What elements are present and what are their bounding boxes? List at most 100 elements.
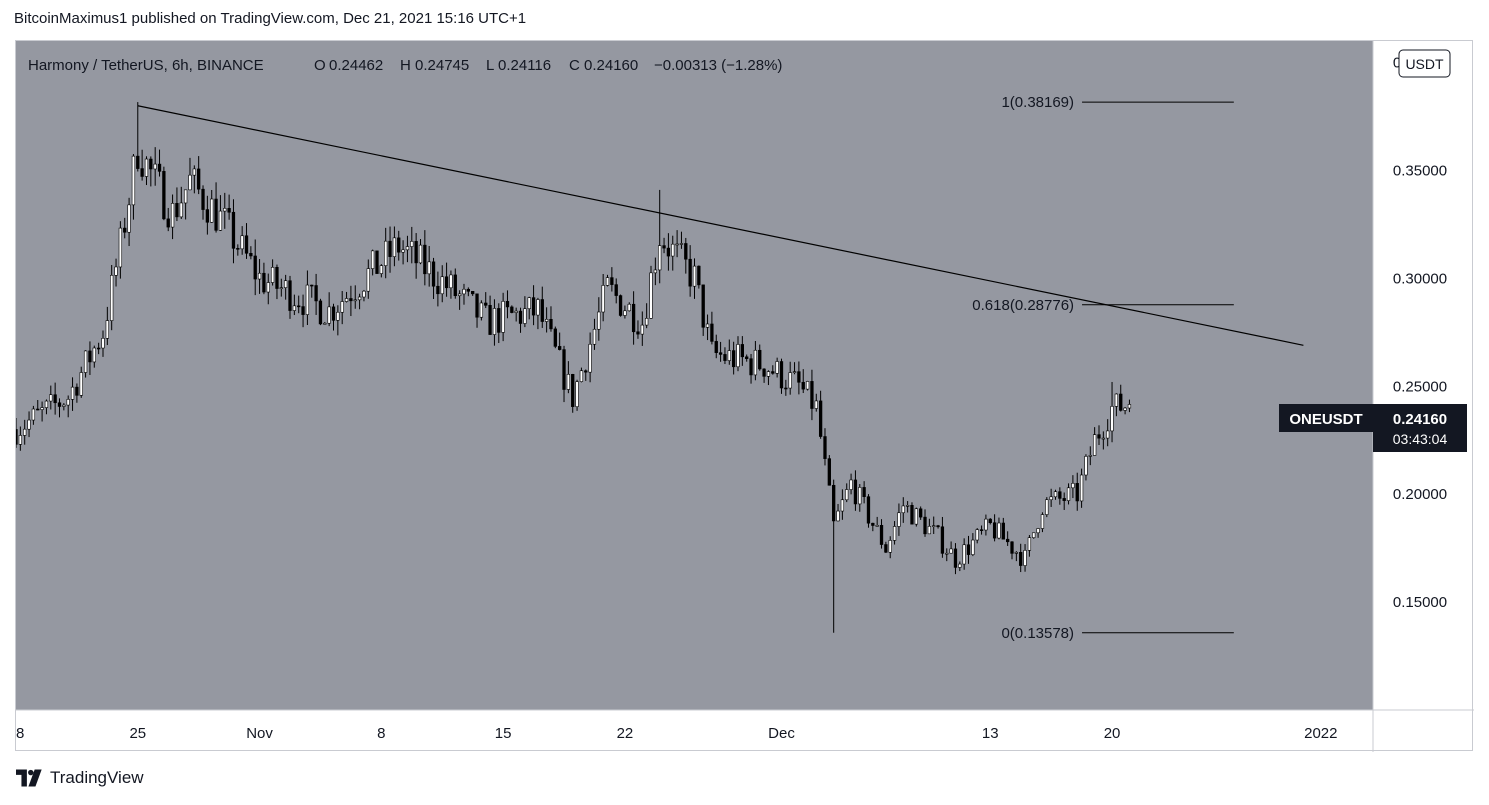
candle bbox=[897, 503, 901, 536]
candle bbox=[436, 271, 440, 307]
price-tick-label: 0.35000 bbox=[1393, 162, 1447, 179]
price-tick-label: 0.30000 bbox=[1393, 270, 1447, 287]
candle bbox=[618, 294, 623, 317]
candle bbox=[279, 278, 283, 297]
candle bbox=[392, 226, 397, 267]
candle bbox=[566, 361, 571, 394]
candle bbox=[1106, 419, 1110, 447]
candle bbox=[901, 497, 905, 523]
candle bbox=[357, 293, 362, 310]
candle bbox=[1097, 425, 1101, 446]
candle bbox=[675, 230, 679, 258]
candle bbox=[475, 293, 479, 328]
candle bbox=[105, 306, 109, 346]
candle bbox=[16, 418, 18, 448]
candle bbox=[92, 345, 96, 368]
currency-button[interactable]: USDT bbox=[1398, 49, 1451, 78]
candle bbox=[636, 320, 640, 339]
last-price-label[interactable]: ONEUSDT 0.24160 03:43:04 bbox=[1279, 404, 1467, 452]
publish-info: BitcoinMaximus1 published on TradingView… bbox=[14, 10, 527, 27]
legend-h-label: H bbox=[400, 57, 411, 74]
candle bbox=[344, 291, 349, 303]
bar-countdown: 03:43:04 bbox=[1393, 431, 1448, 447]
candle bbox=[805, 380, 810, 391]
candle bbox=[714, 334, 718, 359]
candle bbox=[1101, 431, 1105, 450]
candle bbox=[1027, 534, 1032, 557]
candle bbox=[214, 182, 218, 233]
price-axis[interactable]: 0.400000.350000.300000.250000.200000.150… bbox=[1393, 55, 1447, 612]
candle bbox=[362, 289, 366, 302]
candle bbox=[514, 307, 518, 322]
candle bbox=[527, 296, 531, 320]
price-label-bg bbox=[1373, 404, 1467, 452]
drawings-layer: 1(0.38169) 0.618(0.28776) 0(0.13578) bbox=[137, 94, 1304, 642]
candle bbox=[558, 332, 562, 351]
candle bbox=[992, 514, 997, 542]
price-chart[interactable]: 1(0.38169)0.618(0.28776)0(0.13578) 0.400… bbox=[16, 41, 1474, 752]
candle bbox=[845, 483, 849, 503]
candle bbox=[427, 245, 431, 287]
price-tick-label: 0.25000 bbox=[1393, 378, 1447, 395]
candle bbox=[671, 235, 675, 271]
candle bbox=[192, 165, 196, 194]
candle bbox=[23, 419, 27, 445]
candle bbox=[605, 274, 610, 287]
legend-c-value: 0.24160 bbox=[584, 57, 638, 74]
last-price-value: 0.24160 bbox=[1393, 411, 1447, 428]
candles-layer bbox=[16, 102, 1132, 633]
candle bbox=[27, 411, 31, 438]
candle bbox=[544, 307, 549, 333]
candle bbox=[518, 307, 523, 333]
candle bbox=[170, 194, 175, 240]
candle bbox=[314, 273, 318, 315]
candle bbox=[114, 258, 118, 287]
candle bbox=[101, 330, 105, 357]
candle bbox=[249, 246, 253, 260]
trendline[interactable] bbox=[137, 105, 1304, 346]
chart-frame[interactable]: 1(0.38169)0.618(0.28776)0(0.13578) 0.400… bbox=[15, 40, 1474, 752]
candle bbox=[1123, 407, 1127, 415]
symbol-label-bg bbox=[1279, 404, 1373, 432]
candle bbox=[49, 385, 53, 410]
candle bbox=[862, 481, 866, 504]
time-tick-label: Nov bbox=[246, 725, 273, 742]
candle bbox=[414, 233, 418, 279]
candle bbox=[966, 535, 971, 564]
candle bbox=[810, 369, 814, 421]
candle bbox=[327, 292, 331, 327]
candle bbox=[162, 166, 166, 221]
tradingview-logo[interactable]: TradingView bbox=[16, 768, 144, 788]
candle bbox=[1114, 393, 1119, 417]
candle bbox=[910, 502, 914, 525]
candle bbox=[1075, 472, 1079, 511]
candle bbox=[388, 226, 392, 273]
candle bbox=[244, 223, 249, 259]
candle bbox=[592, 318, 597, 350]
candle bbox=[166, 207, 170, 232]
time-tick-label: Dec bbox=[768, 725, 795, 742]
time-tick-label: 13 bbox=[982, 725, 999, 742]
candle bbox=[832, 479, 836, 633]
candle bbox=[827, 455, 831, 486]
candle bbox=[684, 237, 688, 274]
candle bbox=[823, 428, 827, 466]
candle bbox=[1127, 399, 1132, 413]
candle bbox=[840, 489, 845, 520]
time-axis[interactable]: 8 25 Nov 8 15 22 Dec 13 20 2022 bbox=[16, 725, 1337, 742]
candle bbox=[801, 369, 805, 394]
candle bbox=[975, 528, 979, 544]
candle bbox=[223, 192, 227, 229]
candle bbox=[31, 405, 36, 425]
candle bbox=[892, 521, 897, 545]
candle bbox=[771, 365, 775, 375]
candle bbox=[270, 259, 275, 286]
candle bbox=[849, 473, 853, 495]
candle bbox=[1001, 517, 1005, 540]
candle bbox=[536, 297, 540, 330]
candle bbox=[288, 275, 292, 319]
candle bbox=[949, 541, 953, 554]
candle bbox=[492, 299, 497, 346]
plot-area[interactable] bbox=[16, 41, 1373, 710]
candle bbox=[740, 336, 744, 366]
